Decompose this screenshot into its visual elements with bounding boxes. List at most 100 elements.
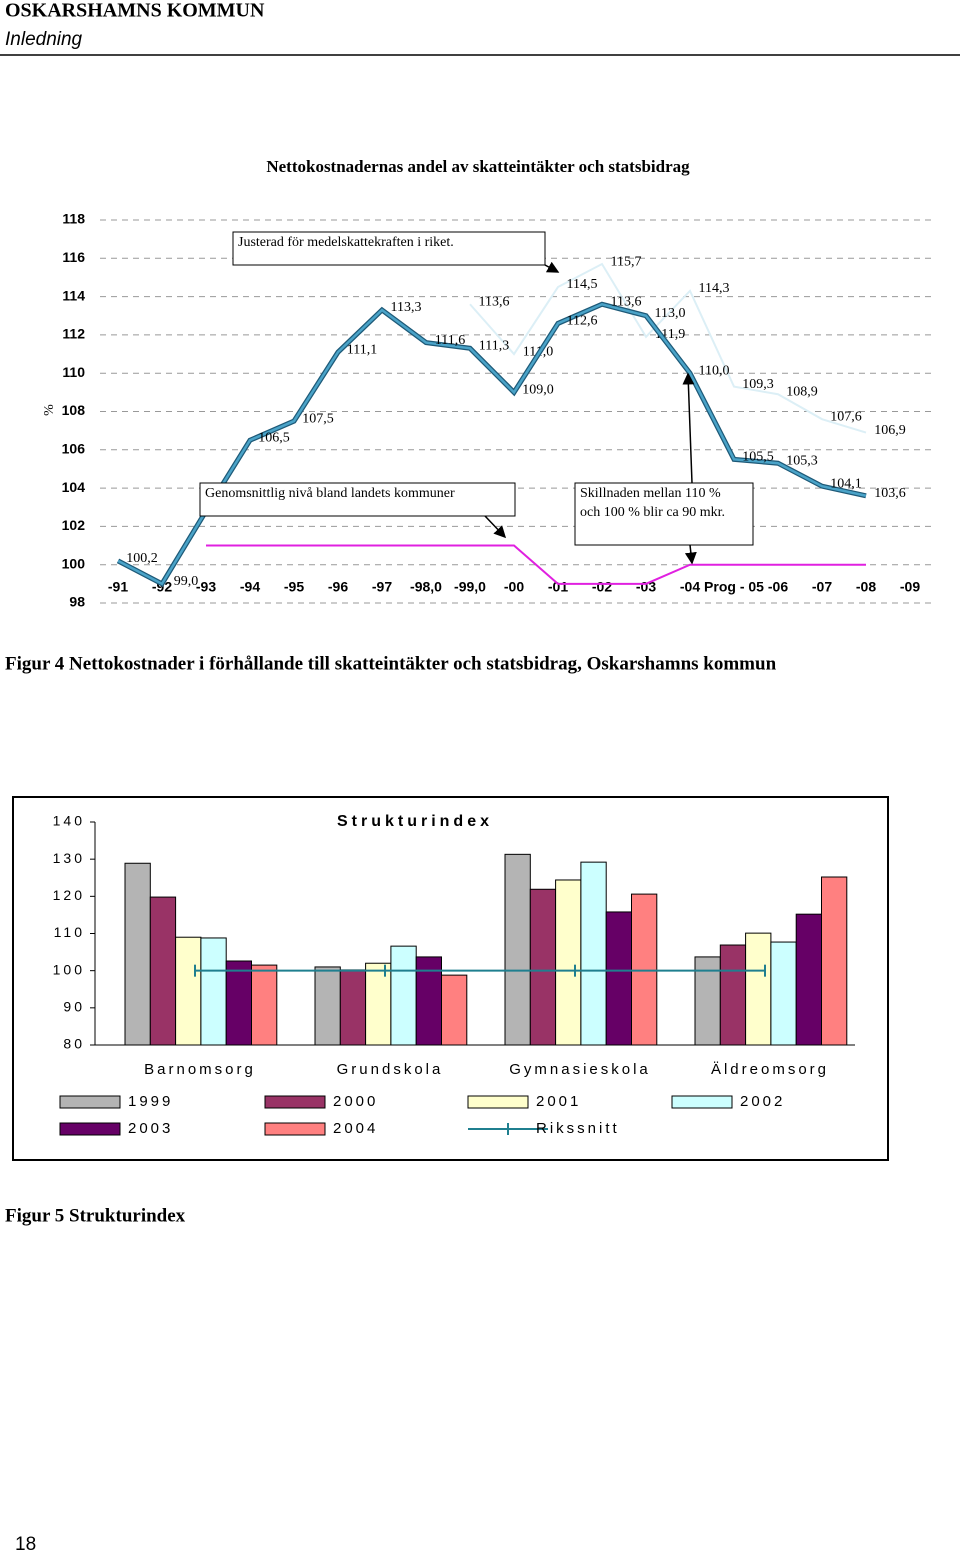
data-label: 106,9 (874, 423, 906, 438)
legend-label: 2004 (333, 1120, 378, 1137)
y-tick-label: 120 (53, 887, 85, 903)
y-tick-label: 104 (62, 479, 86, 495)
data-label: 111,6 (435, 333, 465, 348)
bar (339, 969, 367, 1046)
page-number: 18 (15, 1534, 36, 1555)
organization: OSKARSHAMNS KOMMUN (5, 0, 265, 22)
legend-swatch (59, 1095, 121, 1109)
chart-title: Nettokostnadernas andel av skatteintäkte… (266, 157, 690, 176)
bar (745, 932, 772, 1046)
x-tick-label: Äldreomsorg (711, 1061, 829, 1078)
data-label: 113,6 (479, 294, 510, 309)
section: Inledning (5, 29, 83, 50)
y-tick-label: 102 (62, 517, 86, 533)
x-tick-label: -04 (680, 579, 700, 595)
x-tick-label: -94 (240, 579, 260, 595)
data-label: 115,7 (611, 254, 642, 269)
bar (200, 937, 227, 1046)
y-tick-label: 130 (53, 850, 85, 866)
bar (631, 893, 658, 1046)
x-tick-label: -91 (108, 579, 128, 595)
y-tick-label: 80 (63, 1036, 85, 1052)
y-tick-label: 110 (62, 364, 85, 380)
arrow (484, 515, 507, 539)
data-label: 110,0 (699, 363, 730, 378)
annotation: Justerad för medelskattekraften i riket. (238, 235, 454, 250)
data-label: 114,5 (567, 277, 598, 292)
data-label: 109,0 (522, 383, 554, 398)
data-label: 107,6 (830, 409, 862, 424)
legend-swatch (671, 1095, 733, 1109)
bar (719, 944, 747, 1046)
annotation: Skillnaden mellan 110 % (580, 486, 721, 501)
y-tick-label: 140 (53, 813, 85, 829)
bar (529, 888, 557, 1046)
bar (175, 936, 202, 1046)
x-tick-label: -97 (372, 579, 392, 595)
bar (605, 911, 633, 1046)
x-tick-label: Prog - 05 (704, 579, 764, 595)
x-tick-label: -98,0 (410, 579, 442, 595)
bar (441, 974, 468, 1046)
bar (314, 966, 341, 1046)
arrow (544, 261, 560, 273)
y-tick-label: 118 (62, 211, 85, 227)
bar (580, 861, 607, 1046)
x-tick-label: -01 (548, 579, 568, 595)
bar (821, 876, 848, 1046)
chart-title: Strukturindex (337, 813, 493, 830)
arrow (684, 544, 697, 565)
data-label: 112,6 (567, 314, 598, 329)
x-tick-label: Gymnasieskola (509, 1061, 651, 1078)
bar (555, 879, 582, 1046)
x-tick-label: -95 (284, 579, 304, 595)
y-tick-label: 100 (62, 555, 86, 571)
x-tick-label: -07 (812, 579, 832, 595)
data-label: 108,9 (786, 384, 818, 399)
data-label: 105,5 (742, 450, 774, 465)
x-tick-label: Grundskola (337, 1061, 444, 1078)
legend-label: Rikssnitt (536, 1120, 620, 1137)
bar (770, 941, 797, 1046)
bar (149, 896, 177, 1046)
annotation: Genomsnittlig nivå bland landets kommune… (205, 486, 455, 501)
bar (251, 964, 278, 1046)
data-label: 104,1 (830, 476, 862, 491)
x-tick-label: -08 (856, 579, 876, 595)
x-tick-label: -09 (900, 579, 920, 595)
legend-swatch (264, 1095, 326, 1109)
annotation-box (199, 482, 516, 517)
y-tick-label: 90 (63, 999, 85, 1015)
bar (504, 853, 531, 1046)
legend-label: 1999 (128, 1093, 173, 1110)
y-tick-label: 116 (62, 249, 85, 265)
y-tick-label: 108 (62, 402, 86, 418)
data-label: 105,3 (786, 453, 818, 468)
legend-swatch (264, 1122, 326, 1136)
annotation-box (232, 231, 546, 266)
series-line (117, 302, 867, 586)
legend-label: 2002 (740, 1093, 785, 1110)
x-tick-label: Barnomsorg (144, 1061, 256, 1078)
data-label: 111,3 (479, 339, 509, 354)
data-label: 111,1 (347, 342, 377, 357)
data-label: 103,6 (874, 486, 906, 501)
bar (390, 945, 417, 1046)
series-line (469, 262, 867, 434)
bar (225, 960, 252, 1046)
caption: Figur 5 Strukturindex (5, 1205, 186, 1226)
x-tick-label: -93 (196, 579, 216, 595)
legend-label: 2003 (128, 1120, 173, 1137)
y-tick-label: 110 (54, 924, 85, 940)
x-tick-label: -96 (328, 579, 348, 595)
data-label: 109,3 (742, 377, 774, 392)
x-tick-label: -03 (636, 579, 656, 595)
y-tick-label: 112 (62, 326, 85, 342)
data-label: 100,2 (126, 551, 158, 566)
y-axis-label: % (42, 404, 57, 416)
legend-label: 2000 (333, 1093, 378, 1110)
data-label: 99,0 (174, 574, 199, 589)
bar (365, 962, 392, 1046)
